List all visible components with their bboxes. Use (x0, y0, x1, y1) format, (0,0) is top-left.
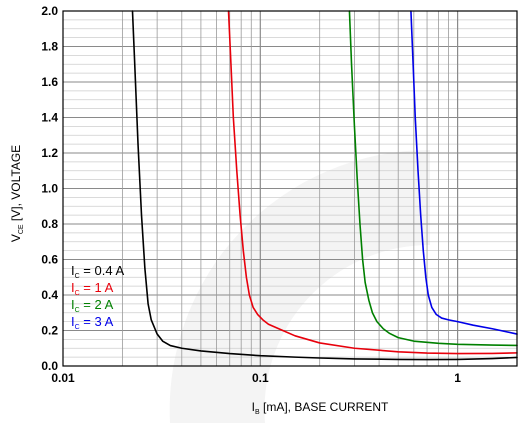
y-tick-label: 1.4 (41, 111, 58, 125)
series-layer (131, 10, 518, 361)
legend-entry: IC = 1 A (71, 280, 114, 297)
y-tick-label: 1.0 (41, 182, 58, 196)
legend-entry: IC = 0.4 A (71, 263, 124, 280)
x-axis-title: IB [mA], BASE CURRENT (252, 400, 389, 416)
y-tick-label: 0.4 (41, 288, 58, 302)
series-line-ic-3 (348, 10, 518, 347)
y-tick-label: 0.0 (41, 359, 58, 373)
y-tick-label: 0.6 (41, 253, 58, 267)
y-tick-label: 2.0 (41, 4, 58, 18)
series-line-ic-2 (227, 10, 518, 355)
legend: IC = 0.4 AIC = 1 AIC = 2 AIC = 3 A (71, 263, 124, 331)
watermark-arc (169, 149, 430, 423)
x-tick-label: 0.01 (51, 371, 75, 385)
y-axis-title: VCE [V], VOLTAGE (9, 145, 25, 242)
series-line-ic-4 (410, 10, 518, 335)
x-tick-label: 0.1 (252, 371, 269, 385)
y-tick-label: 1.2 (41, 146, 58, 160)
legend-entry: IC = 2 A (71, 297, 114, 314)
y-tick-label: 0.8 (41, 217, 58, 231)
watermark-shape (169, 149, 430, 423)
x-tick-label: 1 (454, 371, 461, 385)
y-tick-label: 1.6 (41, 75, 58, 89)
y-tick-label: 1.8 (41, 40, 58, 54)
legend-entry: IC = 3 A (71, 314, 114, 331)
plot-frame (62, 10, 518, 367)
series-line-ic-1 (131, 10, 518, 361)
plot-grid (63, 11, 517, 366)
y-tick-label: 0.2 (41, 324, 58, 338)
tick-labels: 0.0 0.2 0.4 0.6 0.8 1.0 1.2 1.4 1.6 1.8 2.0 0.01 0.1… (41, 4, 461, 385)
